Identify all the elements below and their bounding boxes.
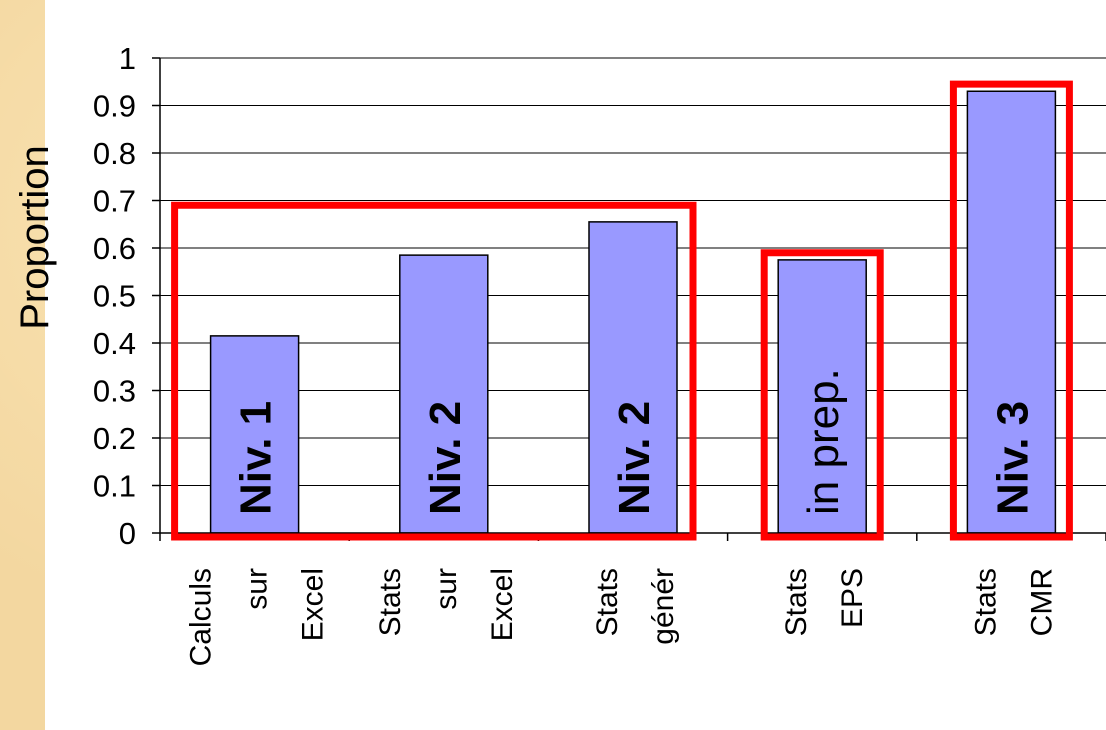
x-tick-label: Stats xyxy=(969,568,1002,636)
bar xyxy=(399,254,489,534)
x-tick-label: CMR xyxy=(1025,568,1058,636)
x-tick-label: sur xyxy=(241,568,274,610)
y-axis-label: Proportion xyxy=(13,145,57,330)
x-tick-label: Excel xyxy=(297,568,330,641)
y-tick-label: 0.1 xyxy=(93,469,136,504)
y-tick-label: 0 xyxy=(119,516,136,551)
bar-level-label: Niv. 1 xyxy=(232,401,281,515)
bar xyxy=(588,221,678,534)
x-tick-label: Stats xyxy=(374,568,407,636)
bar-level-label: in prep. xyxy=(799,368,848,515)
highlight-frame xyxy=(949,80,1073,541)
highlight-frames xyxy=(171,80,1073,541)
x-tick-label: EPS xyxy=(836,568,869,628)
x-tick-label: Calculs xyxy=(185,568,218,666)
y-tick-labels: 0 0.1 0.2 0.3 0.4 0.5 0.6 0.7 0.8 0.9 1 xyxy=(93,41,136,551)
y-tick-label: 0.3 xyxy=(93,374,136,409)
bar-level-label: Niv. 2 xyxy=(610,401,659,515)
y-tick-label: 0.2 xyxy=(93,421,136,456)
y-tick-label: 0.9 xyxy=(93,89,136,124)
y-tick-label: 0.8 xyxy=(93,136,136,171)
y-tick-label: 1 xyxy=(119,41,136,76)
bar-level-label: Niv. 2 xyxy=(421,401,470,515)
x-tick-label: sur xyxy=(430,568,463,610)
x-tick-label: Stats xyxy=(591,568,624,636)
bar-level-labels: Niv. 1 Niv. 2 Niv. 2 in prep. Niv. 3 xyxy=(232,368,1038,515)
highlight-frame xyxy=(760,249,884,541)
bar xyxy=(966,90,1057,534)
bars xyxy=(209,90,1057,534)
y-tick-label: 0.7 xyxy=(93,184,136,219)
y-tick-label: 0.5 xyxy=(93,279,136,314)
x-tick-labels: Calculs sur Excel Stats sur Excel Stats génér St… xyxy=(185,568,1059,666)
y-tick-label: 0.6 xyxy=(93,231,136,266)
x-tick-label: génér xyxy=(647,568,680,645)
x-tick-label: Excel xyxy=(486,568,519,641)
y-tick-label: 0.4 xyxy=(93,326,136,361)
bar xyxy=(209,335,300,534)
x-tick-label: Stats xyxy=(780,568,813,636)
highlight-frame xyxy=(171,201,697,541)
bar-level-label: Niv. 3 xyxy=(988,401,1037,515)
